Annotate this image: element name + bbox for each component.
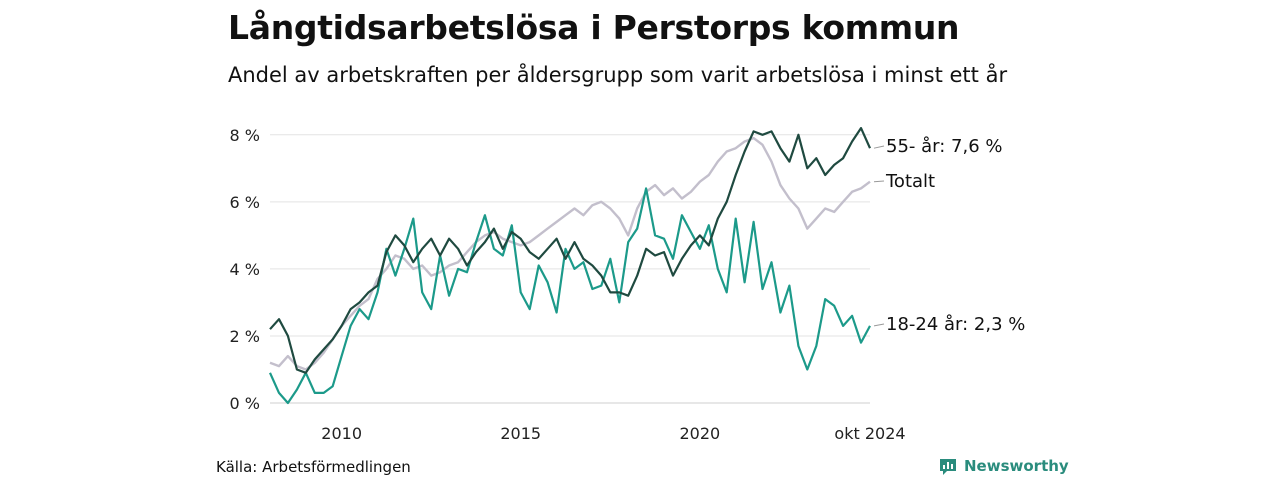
- series-label-old: 55- år: 7,6 %: [886, 136, 1002, 157]
- chart-subtitle: Andel av arbetskraften per åldersgrupp s…: [228, 63, 1008, 87]
- series-label-young: 18-24 år: 2,3 %: [886, 314, 1025, 335]
- series-line-young: [268, 187, 871, 405]
- x-tick-label: 2020: [679, 424, 720, 443]
- brand-logo[interactable]: Newsworthy: [938, 456, 1069, 476]
- y-tick-label: 2 %: [230, 327, 260, 346]
- label-leader-line: [873, 145, 885, 149]
- y-tick-label: 4 %: [230, 260, 260, 279]
- series-line-total: [269, 136, 871, 371]
- series-line-old: [269, 127, 872, 374]
- y-tick-label: 8 %: [230, 126, 260, 145]
- y-tick-label: 6 %: [230, 193, 260, 212]
- y-tick-label: 0 %: [230, 394, 260, 413]
- series-label-total: Totalt: [885, 171, 935, 192]
- x-tick-label: 2010: [321, 424, 362, 443]
- brand-name: Newsworthy: [964, 457, 1069, 475]
- grid: [270, 134, 870, 404]
- axis-labels: 0 % 2 % 4 % 6 % 8 % 2010 2015 2020 okt 2024 Total…: [230, 126, 1026, 443]
- x-tick-label: 2015: [500, 424, 541, 443]
- x-tick-label: okt 2024: [834, 424, 905, 443]
- source-note: Källa: Arbetsförmedlingen: [216, 458, 411, 476]
- series-lines: [268, 127, 872, 405]
- label-leader-line: [873, 180, 885, 183]
- label-leader-line: [873, 323, 885, 327]
- chart-title: Långtidsarbetslösa i Perstorps kommun: [228, 8, 960, 47]
- newsworthy-logo-icon: [940, 459, 956, 475]
